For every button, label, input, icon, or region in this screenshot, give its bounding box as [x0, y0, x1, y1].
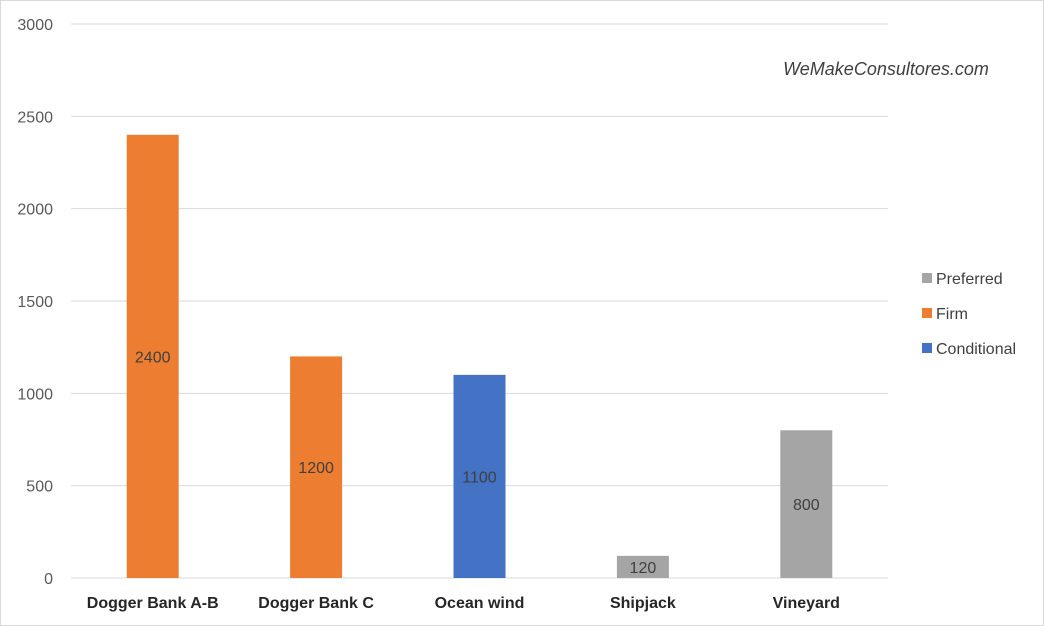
data-label: 2400: [135, 349, 171, 366]
data-labels: 2400 1200 1100 120 800: [135, 349, 820, 577]
x-axis-categories: Dogger Bank A-B Dogger Bank C Ocean wind Sh…: [87, 595, 840, 612]
legend-swatch-preferred: [922, 273, 932, 283]
x-category-label: Dogger Bank C: [258, 595, 374, 612]
bar-vineyard: [780, 430, 833, 578]
y-tick-label: 3000: [17, 17, 53, 34]
bars: [126, 134, 833, 579]
data-label: 800: [793, 497, 820, 514]
legend-label-conditional: Conditional: [936, 341, 1016, 358]
x-category-label: Shipjack: [610, 595, 676, 612]
legend-label-firm: Firm: [936, 306, 968, 323]
bar-dogger-bank-c: [290, 356, 343, 578]
y-axis-ticks: 0 500 1000 1500 2000 2500 3000: [17, 17, 53, 588]
y-tick-label: 500: [26, 479, 53, 496]
y-tick-label: 1000: [17, 386, 53, 403]
data-label: 1200: [298, 460, 334, 477]
legend-swatch-conditional: [922, 343, 932, 353]
x-category-label: Ocean wind: [435, 595, 525, 612]
bar-ocean-wind: [453, 374, 506, 578]
data-label: 1100: [462, 469, 497, 486]
y-tick-label: 2000: [17, 202, 53, 219]
x-category-label: Vineyard: [773, 595, 840, 612]
y-tick-label: 1500: [17, 294, 53, 311]
y-tick-label: 0: [44, 571, 53, 588]
watermark-text: WeMakeConsultores.com: [783, 59, 989, 79]
legend: Preferred Firm Conditional: [922, 271, 1016, 358]
legend-swatch-firm: [922, 308, 932, 318]
y-tick-label: 2500: [17, 109, 53, 126]
bar-dogger-bank-a-b: [126, 134, 179, 579]
bar-shipjack: [616, 555, 669, 578]
data-label: 120: [630, 560, 657, 577]
x-category-label: Dogger Bank A-B: [87, 595, 219, 612]
legend-label-preferred: Preferred: [936, 271, 1003, 288]
